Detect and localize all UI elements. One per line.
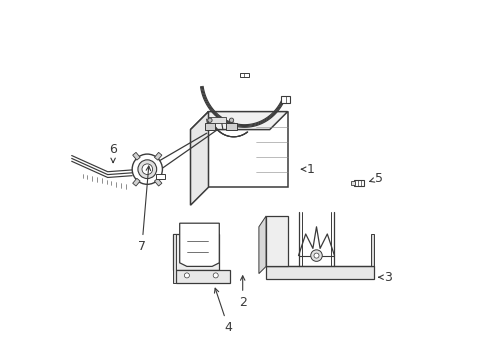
Bar [240,73,248,77]
Text: 7: 7 [138,166,150,253]
Text: 5: 5 [369,172,383,185]
Polygon shape [370,234,373,266]
Polygon shape [258,216,265,274]
Circle shape [184,273,189,278]
Bar [350,181,354,185]
Polygon shape [176,270,230,283]
Polygon shape [190,112,208,205]
Text: 1: 1 [301,163,314,176]
Circle shape [213,273,218,278]
Bar [226,123,236,130]
Polygon shape [179,223,219,266]
Circle shape [229,118,233,122]
Text: 2: 2 [238,276,246,309]
Text: 4: 4 [214,288,232,334]
Circle shape [207,118,212,122]
Bar [154,152,162,160]
Polygon shape [265,266,373,279]
Text: 3: 3 [378,271,392,284]
Text: 6: 6 [109,143,117,163]
Polygon shape [172,234,176,283]
Circle shape [132,154,162,184]
Bar [154,178,162,186]
Circle shape [142,164,152,175]
Bar [204,123,215,130]
Polygon shape [208,112,287,187]
Bar [132,152,140,160]
Circle shape [313,253,318,258]
Circle shape [138,160,156,179]
Polygon shape [265,216,287,266]
Circle shape [310,250,322,261]
Bar [281,96,289,103]
Polygon shape [190,112,287,130]
Bar [156,174,165,179]
Bar [208,117,226,123]
Bar [132,178,140,186]
Polygon shape [172,234,219,270]
Bar [354,180,364,186]
